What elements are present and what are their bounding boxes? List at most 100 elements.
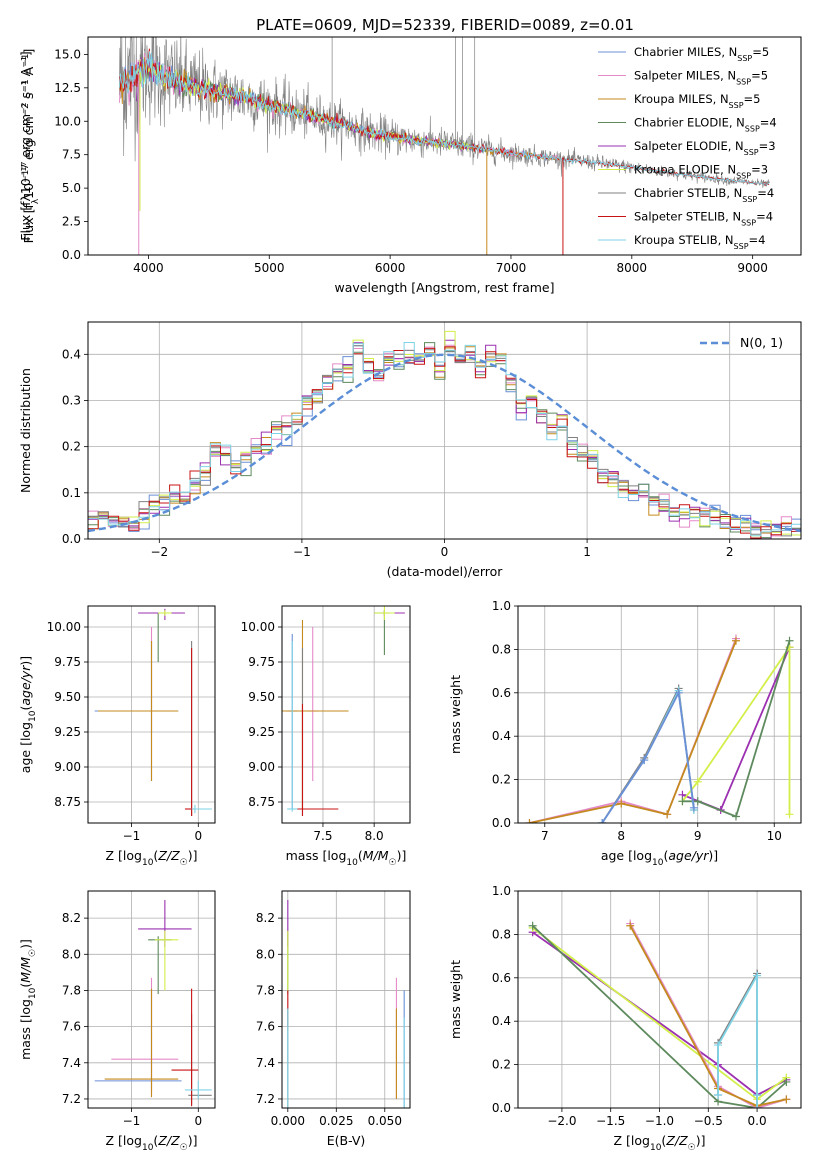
chart-mass-vs-EBV: 0.000 0.025 0.050 7.2 7.4 7.6 7.8 8.0 8.2 E(B-V) <box>256 890 411 1148</box>
legend-sub: SSP <box>736 171 751 180</box>
axes-frame <box>281 605 411 824</box>
x-tick-label: 10 <box>767 829 782 843</box>
legend-entry: Kroupa ELODIE, NSSP=3 <box>634 163 768 181</box>
y-tick-label: 8.0 <box>256 947 275 961</box>
y-tick-label: 0.3 <box>62 393 81 407</box>
legend-tail: =4 <box>757 186 774 200</box>
x-tick-label: −1.0 <box>645 1114 674 1128</box>
y-label-group: Flux [fλ10⁻¹⁷ erg cm⁻² s⁻¹ A⁻¹] <box>18 51 33 240</box>
y-tick-label: 0.2 <box>62 440 81 454</box>
label-part: 10 <box>652 858 664 868</box>
label-part: ) <box>18 661 33 666</box>
y-tick-label: 8.2 <box>62 911 81 925</box>
y-tick-label: 8.2 <box>256 911 275 925</box>
weight-marker <box>598 819 607 823</box>
label-part: ) <box>188 848 193 863</box>
label-part: −1 <box>21 54 31 67</box>
weight-marker <box>663 810 672 819</box>
x-tick-label: −1 <box>293 545 311 559</box>
label-part: Z/Z <box>157 1133 180 1148</box>
x-tick-label: 9 <box>694 829 702 843</box>
legend-sub: SSP <box>745 124 760 133</box>
label-part: 10 <box>21 183 36 199</box>
label-part: ☉ <box>180 1143 188 1153</box>
plot-area <box>94 900 212 1107</box>
weight-line-kroupa-elodie <box>681 644 791 815</box>
legend-tail: =3 <box>751 163 768 177</box>
axis-label: Normed distribution <box>18 368 33 493</box>
histogram-kroupa-stelib <box>88 342 801 537</box>
y-tick-label: 0.4 <box>492 1014 511 1028</box>
legend-text: Kroupa ELODIE, N <box>634 163 736 177</box>
plot-area <box>287 900 405 1108</box>
y-tick-label: 0.6 <box>492 686 511 700</box>
legend-sub: SSP <box>729 101 744 110</box>
weight-marker <box>731 636 740 645</box>
axis-label: mass [log10(M/M☉)] <box>18 939 38 1060</box>
y-tick-label: 0.0 <box>62 532 81 546</box>
legend-text: Salpeter ELODIE, N <box>634 139 744 153</box>
weight-marker <box>525 819 534 823</box>
label-part: M/M <box>363 848 389 863</box>
y-label-group: age [log10(age/yr)] <box>18 656 38 773</box>
y-tick-label: 0.1 <box>62 486 81 500</box>
legend-text: Chabrier MILES, N <box>634 45 737 59</box>
y-tick-label: 8.75 <box>54 795 81 809</box>
y-tick-label: 7.2 <box>256 1092 275 1106</box>
label-part: log <box>631 1133 650 1148</box>
axes-frame <box>87 890 216 1109</box>
label-part: ] <box>193 1133 198 1148</box>
label-part: E(B-V) <box>327 1133 366 1148</box>
label-part: ( <box>358 848 363 863</box>
axis-label: wavelength [Angstrom, rest frame] <box>334 280 554 295</box>
axis-label: age [log10(age/yr)] <box>18 656 38 773</box>
legend-entry: Salpeter ELODIE, NSSP=3 <box>634 139 776 157</box>
weight-line-chabrier-elodie <box>682 640 791 818</box>
x-tick-label: 0 <box>194 829 202 843</box>
label-part: ( <box>663 848 668 863</box>
label-part: ) <box>18 944 33 949</box>
x-tick-label: −2.0 <box>547 1114 576 1128</box>
x-tick-label: 6000 <box>375 261 406 275</box>
label-part: log <box>327 848 346 863</box>
y-label-group: mass weight <box>448 675 463 754</box>
label-part: 10 <box>28 710 38 722</box>
x-tick-label: 0.050 <box>368 1114 402 1128</box>
label-part: age/yr <box>18 665 33 706</box>
legend-tail: =4 <box>760 116 777 130</box>
label-part: log <box>633 848 652 863</box>
weight-marker <box>731 812 740 821</box>
label-part: ] <box>401 848 406 863</box>
x-tick-label: 1 <box>583 545 591 559</box>
label-part: Z [ <box>613 1133 630 1148</box>
weight-marker <box>753 1104 762 1108</box>
plot-area <box>88 330 801 539</box>
label-part: ( <box>153 1133 158 1148</box>
legend-text: Salpeter MILES, N <box>634 69 736 83</box>
y-tick-label: 7.4 <box>62 1056 81 1070</box>
y-tick-label: 7.5 <box>62 148 81 162</box>
weight-line-chabrier-miles <box>601 689 695 823</box>
axis-label: Flux [fλ10−17 erg cm−2 s−1 A−1] <box>21 49 41 244</box>
legend-sub: SSP <box>741 218 756 227</box>
y-tick-label: 9.50 <box>54 690 81 704</box>
label-part: mass [ <box>18 1018 33 1060</box>
axis-label: mass weight <box>448 675 463 754</box>
axis-label: E(B-V) <box>327 1133 366 1148</box>
legend-sub: SSP <box>742 195 757 204</box>
x-tick-label: 4000 <box>133 261 164 275</box>
label-part: A <box>21 66 36 79</box>
label-part: ) <box>397 848 402 863</box>
y-tick-label: 0.4 <box>62 347 81 361</box>
y-tick-label: 9.25 <box>248 725 275 739</box>
y-label-group: Flux [fλ10−17 erg cm−2 s−1 A−1] <box>21 49 41 244</box>
label-part: ☉ <box>180 858 188 868</box>
legend-tail: =5 <box>751 69 768 83</box>
y-tick-label: 12.5 <box>54 81 81 95</box>
label-part: Normed distribution <box>18 368 33 493</box>
y-tick-label: 0.2 <box>492 1058 511 1072</box>
x-tick-label: 8.0 <box>365 829 384 843</box>
weight-marker <box>782 1077 791 1086</box>
chart-mass-vs-Z: −1 07.27.47.67.88.08.2Z [log10(Z/Z☉)]mass… <box>18 890 216 1153</box>
